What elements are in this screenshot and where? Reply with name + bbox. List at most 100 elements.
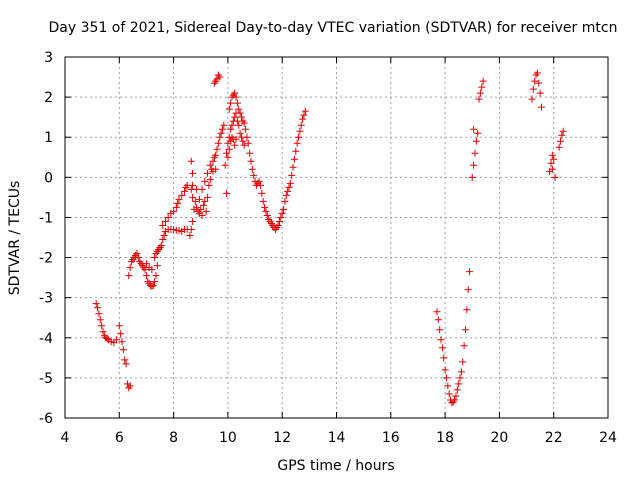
data-point <box>225 105 233 113</box>
data-point <box>99 328 107 336</box>
data-point <box>263 211 271 219</box>
data-point <box>174 199 182 207</box>
data-point <box>246 149 254 157</box>
data-point <box>126 264 134 272</box>
data-point <box>290 155 298 163</box>
y-tick-label: -3 <box>39 291 53 307</box>
data-point <box>556 137 564 145</box>
data-point <box>189 217 197 225</box>
data-point <box>198 185 206 193</box>
data-point <box>459 358 467 366</box>
y-tick-label: -1 <box>39 210 53 226</box>
data-point <box>224 153 232 161</box>
data-point <box>528 95 536 103</box>
data-point <box>148 282 156 290</box>
data-point <box>213 145 221 153</box>
data-point <box>533 69 541 77</box>
data-point <box>223 189 231 197</box>
x-tick-label: 12 <box>273 430 291 446</box>
data-point <box>281 197 289 205</box>
data-point <box>285 183 293 191</box>
data-point <box>159 236 167 244</box>
data-point <box>94 304 102 312</box>
y-tick-labels: -6 -5 -4 -3 -2 -1 0 1 2 3 <box>39 50 53 427</box>
data-point <box>180 187 188 195</box>
data-point <box>479 77 487 85</box>
data-point <box>142 260 150 268</box>
data-point <box>189 169 197 177</box>
data-point <box>236 129 244 137</box>
data-point <box>152 272 160 280</box>
data-point <box>231 141 239 149</box>
data-point <box>235 121 243 129</box>
data-point <box>126 382 134 390</box>
data-point <box>277 213 285 221</box>
x-tick-label: 24 <box>599 430 617 446</box>
data-point <box>98 322 106 330</box>
data-point <box>559 127 567 135</box>
axis-ticks <box>64 56 609 419</box>
data-point <box>187 157 195 165</box>
data-point <box>103 335 111 343</box>
data-point <box>95 310 103 318</box>
data-point <box>142 272 150 280</box>
data-point <box>204 169 212 177</box>
data-point <box>221 161 229 169</box>
data-point <box>280 205 288 213</box>
data-point <box>445 390 453 398</box>
data-point <box>212 151 220 159</box>
data-point <box>261 203 269 211</box>
data-point <box>300 111 308 119</box>
data-point <box>201 197 209 205</box>
data-point <box>118 338 126 346</box>
data-point <box>535 79 543 87</box>
data-point <box>212 165 220 173</box>
data-point <box>555 143 563 151</box>
data-point <box>474 129 482 137</box>
data-point <box>231 113 239 121</box>
x-tick-label: 8 <box>169 430 178 446</box>
data-point <box>232 135 240 143</box>
data-point <box>278 209 286 217</box>
data-point <box>248 165 256 173</box>
data-point <box>204 193 212 201</box>
data-point <box>206 175 214 183</box>
data-point <box>175 195 183 203</box>
data-point <box>442 374 450 382</box>
data-point <box>434 316 442 324</box>
data-point <box>205 181 213 189</box>
data-point <box>294 133 302 141</box>
data-point <box>531 77 539 85</box>
data-point <box>438 344 446 352</box>
x-tick-label: 4 <box>61 430 70 446</box>
data-point <box>217 129 225 137</box>
data-point <box>452 392 460 400</box>
data-point <box>161 217 169 225</box>
x-tick-label: 20 <box>490 430 508 446</box>
data-point <box>444 382 452 390</box>
data-point <box>193 203 201 211</box>
x-tick-label: 16 <box>382 430 400 446</box>
data-point <box>218 125 226 133</box>
data-point <box>191 197 199 205</box>
y-axis-label: SDTVAR / TECUs <box>7 181 23 296</box>
data-point <box>436 326 444 334</box>
data-point <box>121 356 129 364</box>
data-point <box>232 93 240 101</box>
x-axis-label: GPS time / hours <box>277 458 394 474</box>
data-point <box>441 366 449 374</box>
chart-title: Day 351 of 2021, Sidereal Day-to-day VTE… <box>49 20 618 36</box>
data-point <box>457 368 465 376</box>
data-point <box>255 177 263 185</box>
data-point <box>282 191 290 199</box>
x-tick-label: 18 <box>436 430 454 446</box>
data-point <box>151 254 159 262</box>
data-point <box>259 197 267 205</box>
data-point <box>209 157 217 165</box>
data-point <box>115 322 123 330</box>
data-point <box>240 119 248 127</box>
x-tick-labels: 4 6 8 10 12 14 16 18 20 22 24 <box>61 430 617 446</box>
data-point <box>460 342 468 350</box>
data-point <box>231 89 239 97</box>
